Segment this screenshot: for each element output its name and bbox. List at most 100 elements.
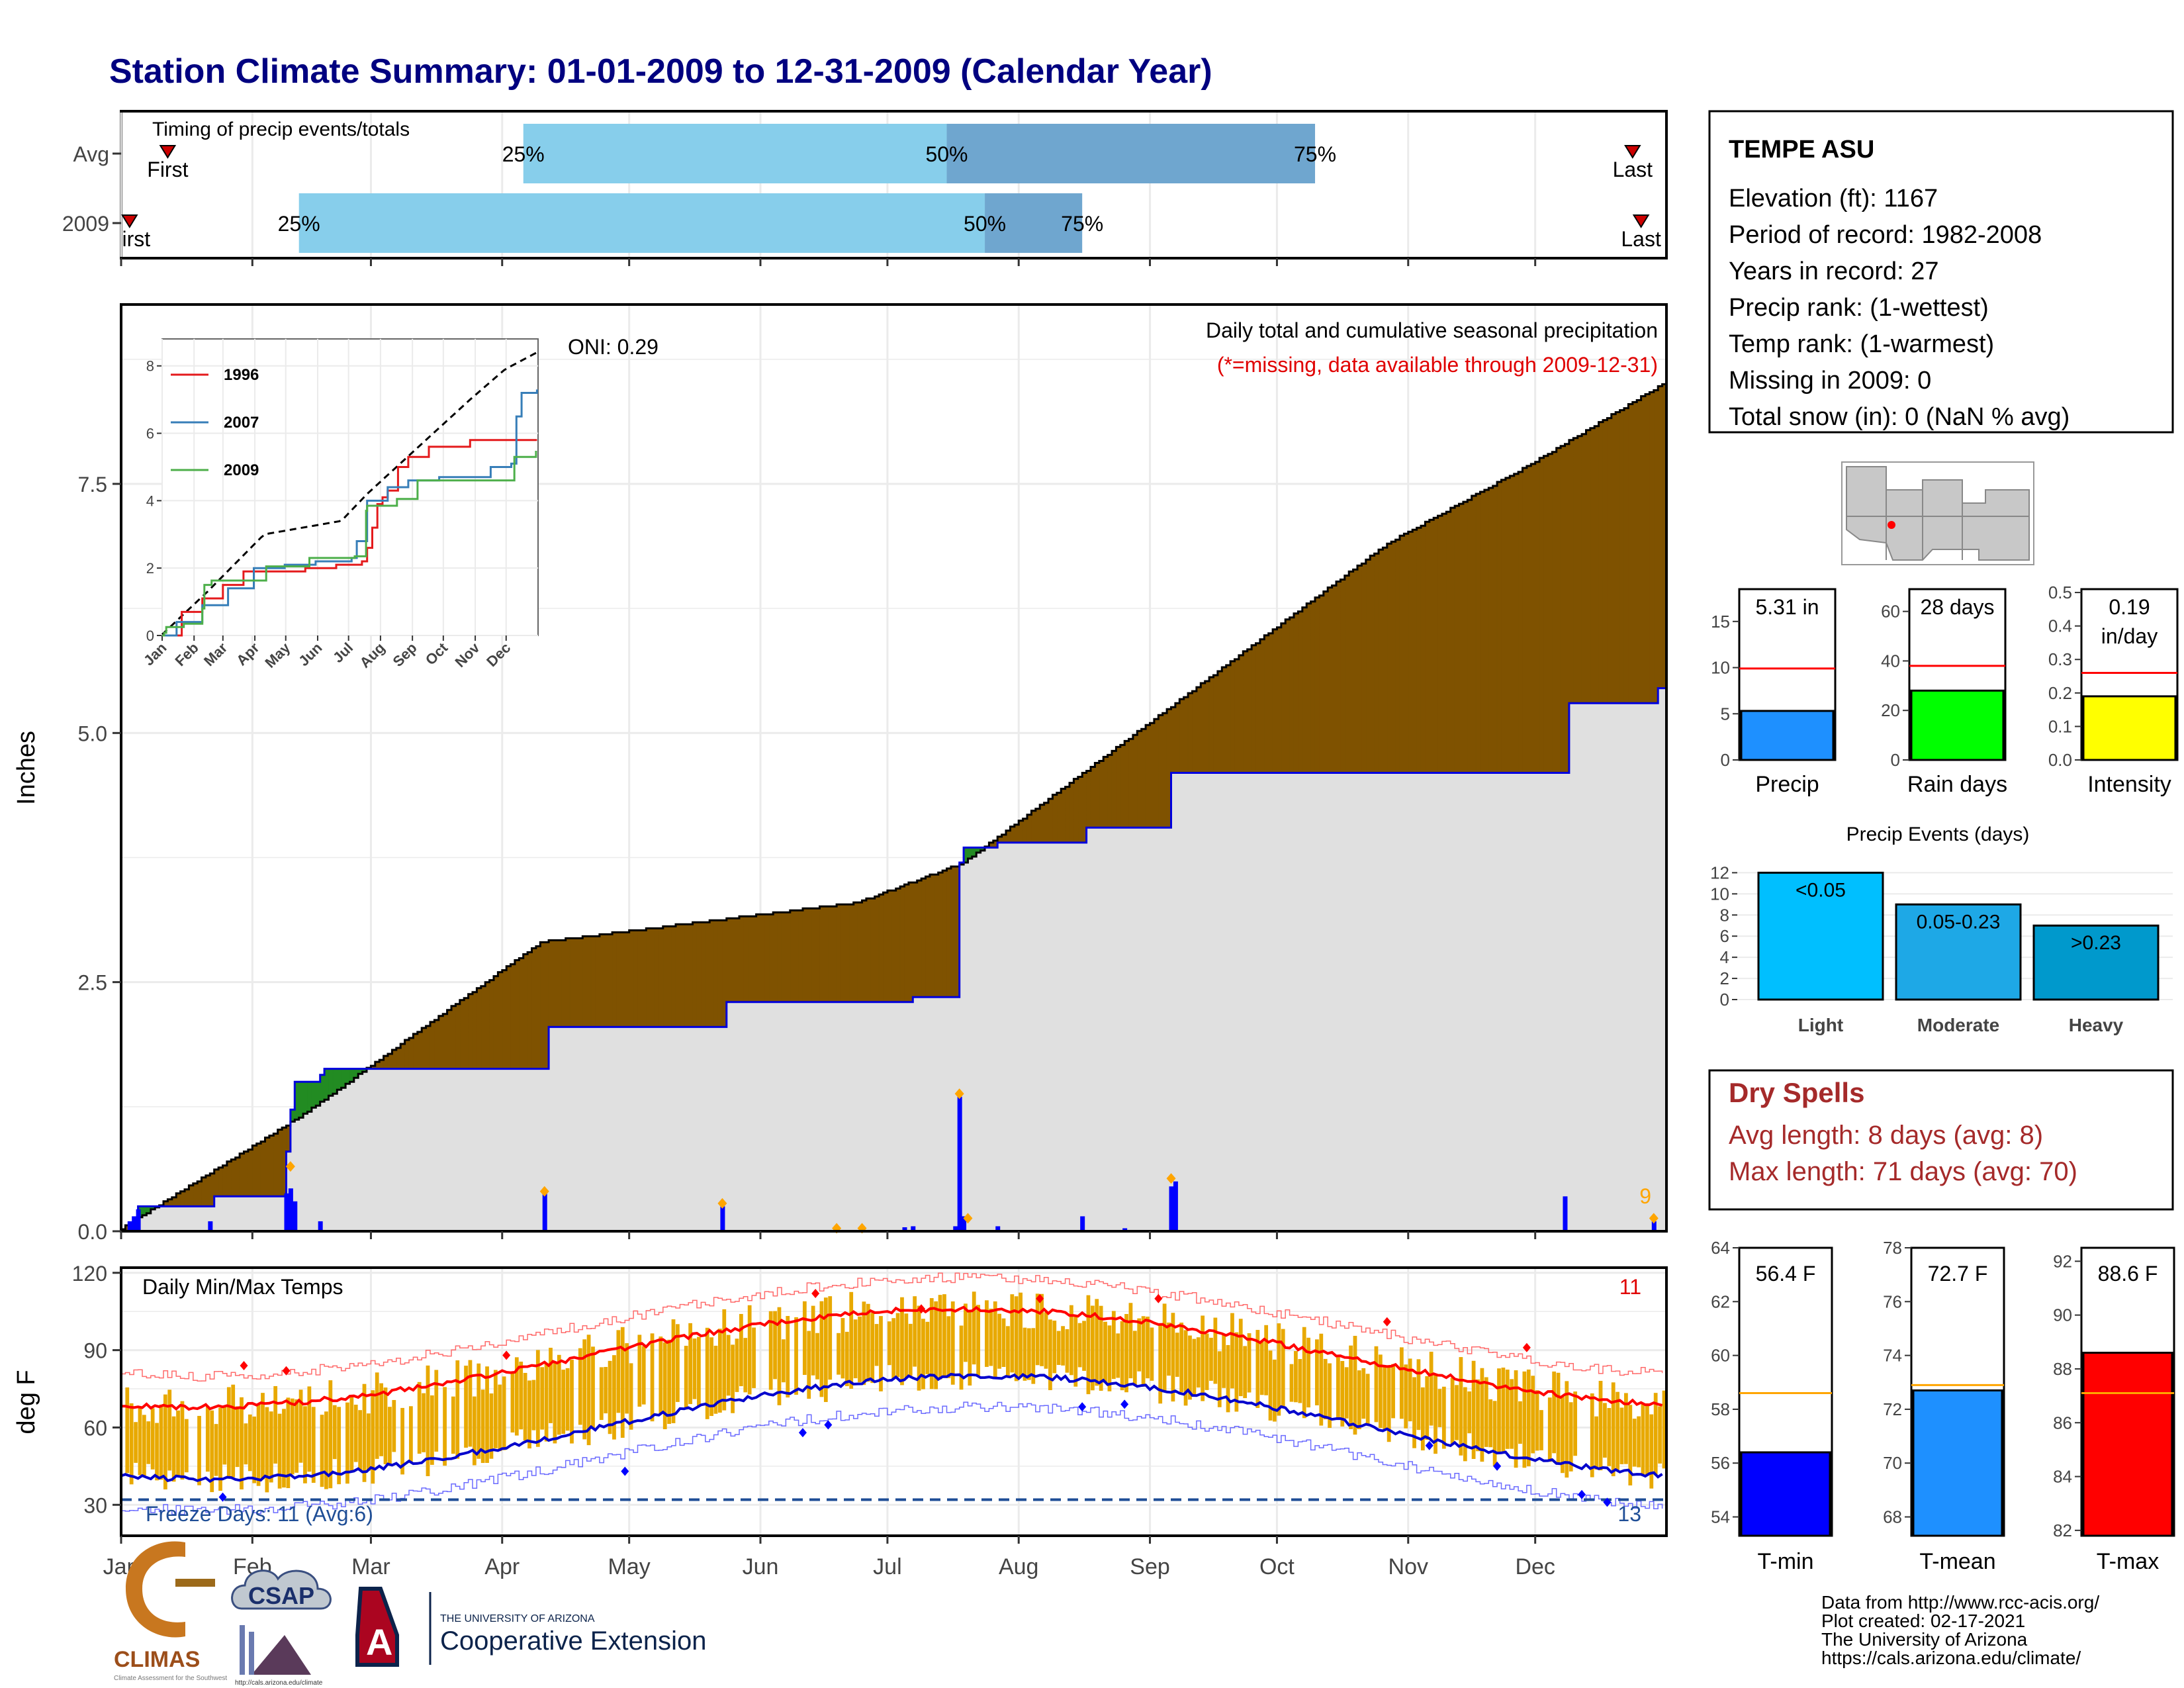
hot-days-count: 11 [1619, 1275, 1641, 1299]
timing-first-label: irst [122, 227, 150, 251]
daily-temp-range-bar [1188, 1335, 1192, 1400]
timing-p75-label: 75% [1061, 212, 1103, 236]
record-low-diamond [824, 1420, 833, 1430]
station-detail-line: Missing in 2009: 0 [1729, 367, 1931, 395]
timing-p75-label: 75% [1294, 142, 1336, 166]
climas-bar-icon [175, 1579, 215, 1587]
daily-temp-range-bar [1357, 1370, 1361, 1430]
precip-panel-title: Daily total and cumulative seasonal prec… [1206, 318, 1658, 342]
daily-temp-range-bar [129, 1403, 134, 1485]
timing-row-label: Avg [73, 142, 109, 166]
daily-temp-range-bar [1222, 1335, 1226, 1388]
temp-stat-category-label: T-min [1758, 1549, 1814, 1574]
temp-stat-bar [1912, 1389, 2003, 1537]
daily-temp-range-bar [1607, 1408, 1612, 1466]
events-bar-label: >0.23 [2071, 932, 2121, 954]
daily-precip-bar [288, 1188, 293, 1231]
daily-temp-range-bar [591, 1346, 595, 1429]
daily-temp-range-bar [713, 1345, 718, 1414]
events-y-tick-label: 6 [1720, 926, 1729, 946]
events-y-tick-label: 0 [1720, 990, 1729, 1009]
daily-precip-bar [911, 1226, 916, 1231]
daily-temp-range-bar [874, 1324, 879, 1366]
daily-temp-range-bar [676, 1324, 680, 1402]
daily-temp-range-bar [858, 1316, 862, 1383]
precip-y-label: Inches [13, 731, 40, 805]
daily-temp-range-bar [671, 1319, 676, 1423]
daily-temp-range-bar [844, 1331, 849, 1387]
stat-value-bar [1740, 710, 1835, 761]
daily-temp-range-bar [455, 1360, 460, 1459]
month-tick-label: May [608, 1554, 651, 1579]
daily-temp-range-bar [976, 1305, 981, 1376]
daily-temp-range-bar [1234, 1332, 1239, 1412]
daily-temp-range-bar [367, 1413, 371, 1471]
events-category-label: Light [1798, 1015, 1843, 1035]
daily-temp-range-bar [1230, 1313, 1234, 1389]
inset-y-tick-label: 4 [146, 492, 154, 509]
daily-temp-range-bar [722, 1309, 727, 1411]
ua-shield-icon [355, 1587, 399, 1667]
temperature-panel: 30 60 90 120 deg F Daily Min/Max Temps Free… [13, 1262, 1668, 1537]
precip-record-diamond [285, 1161, 295, 1172]
missing-note: (*=missing, data available through 2009-… [1217, 353, 1658, 377]
daily-temp-range-bar [240, 1397, 244, 1490]
precip-y-tick-label: 2.5 [78, 971, 107, 995]
daily-temp-range-bar [1374, 1346, 1379, 1423]
daily-temp-range-bar [616, 1330, 621, 1413]
daily-temp-range-bar [1120, 1321, 1124, 1391]
daily-temp-range-bar [862, 1301, 866, 1385]
daily-temp-range-bar [417, 1382, 422, 1454]
temp-stat-y-tick-label: 88 [2053, 1359, 2072, 1379]
precip-y-axis: 0.0 2.5 5.0 7.5 [78, 473, 121, 1244]
daily-temp-range-bar [277, 1413, 282, 1489]
record-max-line [121, 1272, 1663, 1382]
month-tick-label: Mar [351, 1554, 390, 1579]
month-tick-label: Dec [1515, 1554, 1555, 1579]
stat-y-tick-label: 0.2 [2048, 683, 2072, 703]
daily-temp-range-bar [1658, 1406, 1662, 1464]
events-bar-label: 0.05-0.23 [1917, 911, 2001, 933]
temp-stat-y-tick-label: 74 [1883, 1346, 1902, 1366]
daily-temp-range-bar [1501, 1367, 1506, 1452]
daily-temp-range-bar [345, 1402, 349, 1484]
average-cumulative-line [121, 383, 1666, 1231]
oni-value: ONI: 0.29 [568, 335, 659, 359]
daily-temp-range-bar [1052, 1321, 1057, 1374]
cold-days-count: 13 [1617, 1502, 1641, 1526]
daily-temp-range-bar [1183, 1330, 1188, 1406]
daily-temp-range-bar [841, 1318, 845, 1379]
daily-temp-range-bar [1365, 1374, 1370, 1425]
daily-temp-range-bar [489, 1393, 494, 1459]
stat-value-unit: in/day [2101, 624, 2158, 648]
daily-temp-range-bar [866, 1303, 870, 1382]
daily-precip-bar [293, 1201, 298, 1231]
daily-temp-range-bar [1137, 1318, 1142, 1372]
dry-spells-avg: Avg length: 8 days (avg: 8) [1729, 1121, 2043, 1150]
daily-temp-range-bar [1319, 1333, 1324, 1426]
temp-y-tick-label: 90 [83, 1339, 107, 1363]
daily-precip-bar [127, 1221, 132, 1231]
daily-temp-range-bar [1247, 1333, 1251, 1393]
daily-precip-bar [953, 1226, 958, 1231]
daily-temp-range-bar [523, 1373, 527, 1441]
daily-temp-range-bar [743, 1338, 748, 1393]
daily-temp-range-bar [1124, 1314, 1128, 1393]
average-max-temp-line [121, 1305, 1663, 1411]
daily-precip-bar [208, 1221, 213, 1231]
daily-temp-range-bar [1306, 1337, 1310, 1408]
daily-temp-range-bar [968, 1311, 972, 1386]
inset-legend-label: 2009 [224, 461, 259, 479]
stat-y-tick-label: 0 [1721, 750, 1730, 770]
daily-temp-range-bar [1128, 1303, 1133, 1379]
daily-temp-range-bar [781, 1339, 786, 1383]
record-low-diamond [1425, 1440, 1433, 1450]
daily-temp-range-bar [1378, 1354, 1383, 1429]
record-high-diamond [240, 1360, 248, 1370]
timing-p25-label: 25% [502, 142, 545, 166]
csap-logo-text: CSAP [248, 1582, 314, 1609]
daily-temp-range-bar [1619, 1407, 1624, 1464]
daily-temp-range-bar [620, 1327, 625, 1438]
